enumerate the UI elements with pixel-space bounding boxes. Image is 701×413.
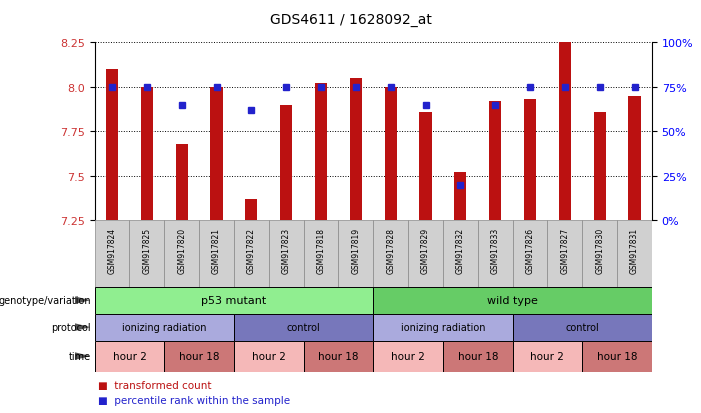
Text: GSM917818: GSM917818 (317, 228, 325, 274)
Bar (373, 221, 408, 287)
Bar (130, 221, 164, 287)
Text: GSM917820: GSM917820 (177, 228, 186, 274)
Text: GSM917825: GSM917825 (142, 228, 151, 274)
Text: genotype/variation: genotype/variation (0, 295, 91, 306)
Text: wild type: wild type (487, 295, 538, 306)
Text: hour 18: hour 18 (318, 351, 359, 361)
Text: control: control (566, 322, 599, 332)
Bar (280, 105, 292, 221)
Bar (617, 221, 652, 287)
Bar (583, 221, 617, 287)
Bar (245, 199, 257, 221)
Text: GSM917821: GSM917821 (212, 228, 221, 274)
Text: hour 2: hour 2 (252, 351, 286, 361)
Bar (141, 88, 153, 221)
Bar (234, 221, 268, 287)
Polygon shape (75, 323, 90, 331)
Text: GDS4611 / 1628092_at: GDS4611 / 1628092_at (270, 13, 431, 27)
Bar (304, 221, 339, 287)
Text: hour 18: hour 18 (179, 351, 219, 361)
Bar (373, 314, 512, 341)
Text: hour 2: hour 2 (113, 351, 147, 361)
Bar (594, 113, 606, 221)
Bar (164, 341, 234, 372)
Bar (106, 70, 118, 221)
Text: GSM917819: GSM917819 (351, 228, 360, 274)
Bar (443, 341, 512, 372)
Text: GSM917824: GSM917824 (107, 228, 116, 274)
Bar (234, 341, 304, 372)
Bar (454, 173, 466, 221)
Polygon shape (75, 352, 90, 360)
Bar (164, 221, 199, 287)
Bar (628, 97, 641, 221)
Text: ■  percentile rank within the sample: ■ percentile rank within the sample (98, 394, 290, 405)
Bar (512, 314, 652, 341)
Bar (268, 221, 304, 287)
Text: ■  transformed count: ■ transformed count (98, 380, 212, 390)
Text: ionizing radiation: ionizing radiation (401, 322, 485, 332)
Bar (95, 221, 130, 287)
Bar (95, 314, 234, 341)
Bar (176, 145, 188, 221)
Text: GSM917833: GSM917833 (491, 228, 500, 274)
Bar (489, 102, 501, 221)
Bar (512, 341, 583, 372)
Bar (385, 88, 397, 221)
Text: GSM917829: GSM917829 (421, 228, 430, 274)
Text: time: time (69, 351, 91, 361)
Text: hour 18: hour 18 (458, 351, 498, 361)
Text: hour 2: hour 2 (531, 351, 564, 361)
Text: ionizing radiation: ionizing radiation (122, 322, 207, 332)
Text: GSM917822: GSM917822 (247, 228, 256, 274)
Bar (559, 43, 571, 221)
Bar (583, 341, 652, 372)
Bar (95, 341, 164, 372)
Text: p53 mutant: p53 mutant (201, 295, 266, 306)
Bar (199, 221, 234, 287)
Bar (524, 100, 536, 221)
Bar (95, 287, 373, 314)
Bar (350, 79, 362, 221)
Bar (547, 221, 583, 287)
Bar (210, 88, 223, 221)
Text: GSM917831: GSM917831 (630, 228, 639, 274)
Bar (234, 314, 374, 341)
Bar (315, 84, 327, 221)
Text: GSM917823: GSM917823 (282, 228, 291, 274)
Text: GSM917826: GSM917826 (526, 228, 535, 274)
Text: protocol: protocol (51, 322, 91, 332)
Bar (304, 341, 373, 372)
Text: GSM917832: GSM917832 (456, 228, 465, 274)
Bar (373, 341, 443, 372)
Bar (419, 113, 432, 221)
Bar (443, 221, 478, 287)
Bar (512, 221, 547, 287)
Bar (408, 221, 443, 287)
Text: hour 18: hour 18 (597, 351, 637, 361)
Bar (339, 221, 373, 287)
Text: GSM917828: GSM917828 (386, 228, 395, 274)
Text: GSM917827: GSM917827 (560, 228, 569, 274)
Text: GSM917830: GSM917830 (595, 228, 604, 274)
Text: hour 2: hour 2 (391, 351, 425, 361)
Text: control: control (287, 322, 320, 332)
Bar (478, 221, 512, 287)
Polygon shape (75, 297, 90, 304)
Bar (373, 287, 652, 314)
